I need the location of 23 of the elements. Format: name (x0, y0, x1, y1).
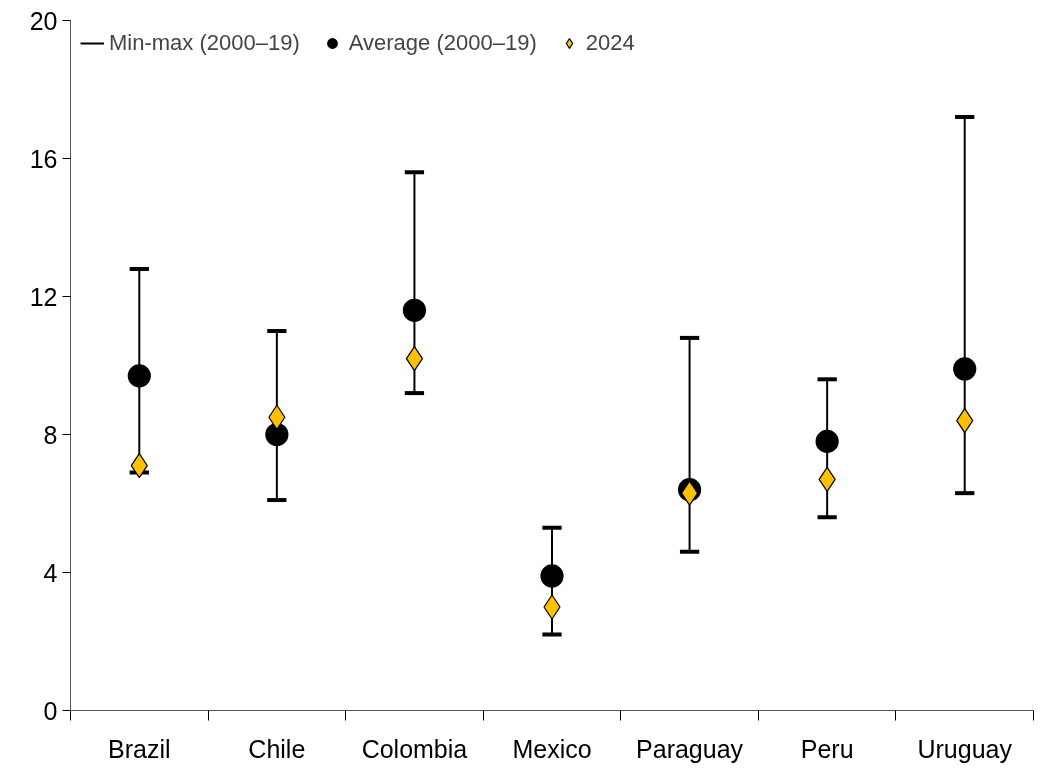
y-tick-label: 8 (43, 420, 58, 449)
x-tick-label: Peru (800, 734, 854, 763)
y-tick-label: 4 (43, 558, 58, 587)
y-tick-label: 0 (43, 696, 58, 725)
legend-label: 2024 (585, 30, 635, 56)
y-tick-label: 12 (29, 282, 58, 311)
point (815, 429, 839, 453)
x-tick-label: Colombia (361, 734, 468, 763)
legend-label: Average (2000–19) (348, 30, 537, 56)
point (540, 564, 564, 588)
x-tick-label: Uruguay (917, 734, 1013, 763)
x-tick-label: Paraguay (636, 734, 744, 763)
y-tick-label: 20 (29, 6, 58, 35)
point (127, 364, 151, 388)
x-tick-label: Mexico (512, 734, 592, 763)
x-tick-label: Chile (248, 734, 306, 763)
y-tick-label: 16 (29, 144, 58, 173)
point (265, 422, 289, 447)
annotation: Min-max (2000–19) (109, 30, 300, 56)
point (953, 357, 977, 381)
point (405, 346, 424, 372)
x-tick-label: Brazil (108, 734, 171, 763)
point (402, 298, 427, 322)
